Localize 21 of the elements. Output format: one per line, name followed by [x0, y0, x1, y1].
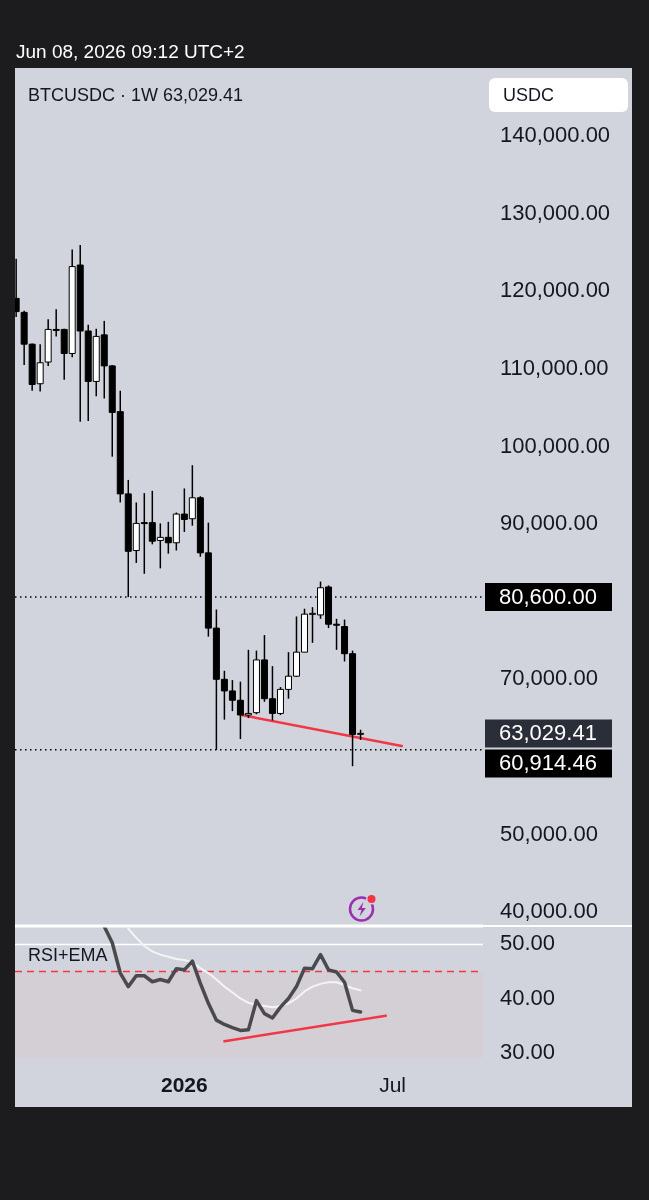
y-axis-title: USDC [489, 78, 628, 112]
text: Jun 08, 2026 09:12 UTC+2 [16, 41, 245, 63]
x-tick-label: 2026 [160, 1073, 208, 1097]
y-tick-label: 30.00 [500, 1038, 556, 1064]
y-tick-label: 90,000.00 [500, 510, 598, 536]
ref-line-label: 80,600.00 [499, 584, 597, 610]
x-tick-label: Jul [379, 1073, 407, 1097]
text: RSI+EMA [28, 945, 108, 966]
y-tick-label: 100,000.00 [500, 432, 611, 458]
y-tick-label: 70,000.00 [500, 665, 598, 691]
y-tick-label: 120,000.00 [500, 277, 611, 303]
text: 63,029.41 [499, 720, 597, 746]
y-tick-label: 130,000.00 [500, 199, 611, 225]
y-tick-label: 40,000.00 [500, 898, 598, 924]
text: BTCUSDC · 1W 63,029.41 [28, 85, 244, 106]
y-tick-label: 50.00 [500, 930, 556, 956]
ref-line-label: 60,914.46 [499, 750, 597, 776]
y-tick-label: 40.00 [500, 984, 556, 1010]
y-tick-label: 140,000.00 [500, 122, 611, 148]
y-tick-label: 110,000.00 [500, 355, 609, 381]
y-tick-label: 50,000.00 [500, 820, 598, 846]
